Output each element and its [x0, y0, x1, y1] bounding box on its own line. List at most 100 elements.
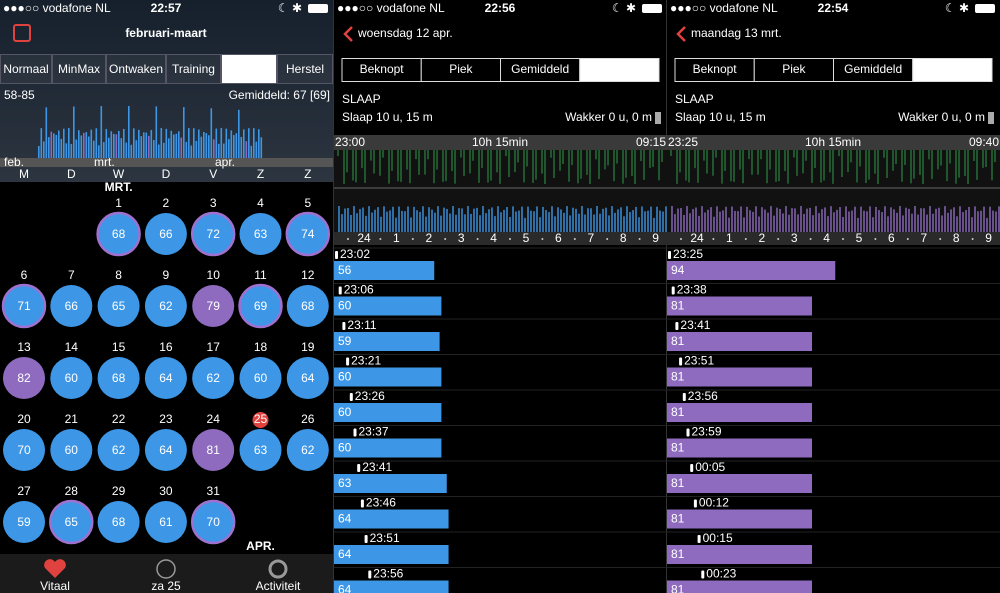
mini-bar	[248, 128, 250, 158]
day-circle[interactable]	[3, 501, 45, 543]
hour-label: 9	[985, 231, 992, 245]
day-circle[interactable]	[239, 213, 282, 255]
day-circle[interactable]	[286, 429, 329, 471]
day-number: 7	[68, 268, 75, 282]
hour-row	[667, 232, 1000, 245]
day-circle[interactable]	[3, 429, 45, 471]
day-circle[interactable]	[286, 285, 329, 327]
day-value: 68	[112, 227, 126, 241]
mini-bar	[163, 142, 165, 158]
day-circle[interactable]	[144, 429, 187, 471]
day-circle[interactable]	[49, 499, 94, 545]
day-circle[interactable]	[3, 357, 45, 399]
day-circle[interactable]	[239, 429, 282, 471]
mini-bar	[45, 107, 48, 158]
day-circle[interactable]	[97, 285, 140, 327]
mini-bar	[215, 128, 218, 158]
day-circle[interactable]	[239, 357, 282, 399]
back-chevron[interactable]	[343, 26, 353, 42]
tab[interactable]	[0, 54, 52, 84]
mini-bar	[70, 144, 73, 158]
hour-label: 6	[555, 231, 562, 245]
mini-bar	[188, 128, 190, 158]
day-circle[interactable]	[144, 357, 187, 399]
mini-bar	[180, 137, 183, 158]
day-circle[interactable]	[190, 211, 236, 257]
mini-bar	[140, 136, 143, 158]
day-circle[interactable]	[144, 501, 187, 543]
mini-bar	[55, 134, 58, 158]
sleep: Slaap 10 u, 15 m	[675, 110, 766, 124]
mini-bar	[195, 140, 198, 158]
day-value: 70	[17, 443, 31, 457]
calendar-icon[interactable]	[13, 24, 31, 42]
tab[interactable]	[106, 54, 166, 84]
day-circle[interactable]	[97, 501, 140, 543]
day-circle[interactable]	[96, 211, 141, 257]
hour-dot	[411, 238, 414, 240]
entry-value: 60	[338, 405, 352, 419]
mini-bar	[208, 135, 210, 158]
mini-bar	[145, 132, 148, 158]
segment-label: Beknopt	[360, 62, 405, 76]
mini-bar	[130, 144, 133, 158]
title: februari-maart	[125, 26, 206, 40]
hour-label: 8	[620, 231, 627, 245]
entry-bar	[667, 509, 812, 529]
battery	[308, 4, 328, 13]
mini-bar	[165, 128, 168, 158]
mini-bar	[183, 107, 185, 158]
day-number: 31	[207, 484, 221, 498]
day-circle[interactable]	[285, 211, 331, 257]
day-circle[interactable]	[238, 283, 283, 329]
mini-bar	[228, 139, 230, 158]
tab-label: Normaal	[3, 62, 48, 76]
day-number: 26	[301, 412, 315, 426]
title[interactable]: woensdag 12 apr.	[357, 26, 453, 40]
day-value: 64	[301, 371, 315, 385]
end-time: 09:15	[636, 135, 666, 149]
tab[interactable]	[52, 54, 106, 84]
day-circle[interactable]	[144, 213, 187, 255]
day-circle[interactable]	[192, 285, 235, 327]
day-circle[interactable]	[192, 357, 235, 399]
day-number: 22	[112, 412, 126, 426]
segment[interactable]	[579, 58, 660, 82]
next-month: APR.	[246, 539, 275, 553]
day-circle[interactable]	[50, 285, 93, 327]
back-chevron[interactable]	[676, 26, 686, 42]
mini-bar	[95, 128, 98, 158]
day-number: 21	[65, 412, 79, 426]
mini-bar	[58, 130, 60, 158]
segment[interactable]	[912, 58, 993, 82]
day-circle[interactable]	[50, 357, 93, 399]
mini-bar	[210, 108, 213, 158]
awake: Wakker 0 u, 0 m	[898, 110, 985, 124]
section: SLAAP	[342, 92, 381, 106]
day-circle[interactable]	[97, 429, 140, 471]
day-circle[interactable]	[1, 283, 47, 329]
duration: 10h 15min	[472, 135, 528, 149]
day-circle[interactable]	[190, 499, 236, 545]
tab[interactable]	[277, 54, 333, 84]
day-circle[interactable]	[286, 357, 329, 399]
mini-bar	[48, 137, 50, 158]
segment-label: Beknopt	[693, 62, 738, 76]
mini-bar	[203, 131, 205, 158]
day-circle[interactable]	[50, 429, 93, 471]
day-circle[interactable]	[144, 285, 187, 327]
day-circle[interactable]	[192, 429, 235, 471]
mini-bar	[100, 106, 103, 158]
mini-bar	[75, 139, 78, 158]
tab-bar-label[interactable]: Activiteit	[256, 579, 301, 593]
tab-bar-label[interactable]: Vitaal	[40, 579, 70, 593]
tab[interactable]	[166, 54, 221, 84]
tab[interactable]	[221, 54, 277, 84]
time-marker	[335, 251, 338, 259]
day-number: 18	[254, 340, 268, 354]
day-value: 59	[17, 515, 31, 529]
day-circle[interactable]	[97, 357, 140, 399]
entry-value: 81	[671, 512, 685, 526]
title[interactable]: maandag 13 mrt.	[691, 26, 782, 40]
tab-bar-label[interactable]: za 25	[151, 579, 181, 593]
